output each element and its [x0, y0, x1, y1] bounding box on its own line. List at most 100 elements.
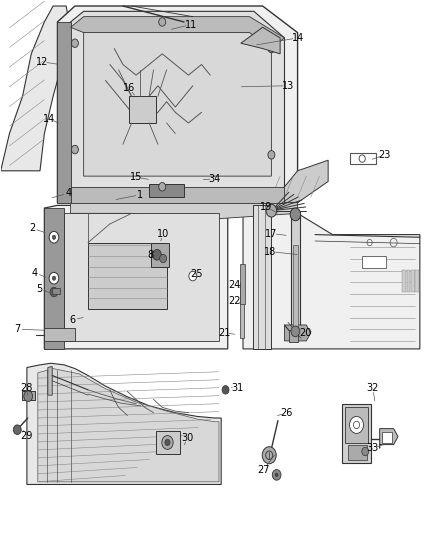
Polygon shape — [44, 205, 228, 349]
Polygon shape — [243, 205, 420, 349]
Circle shape — [152, 249, 161, 260]
Text: 13: 13 — [282, 81, 294, 91]
Circle shape — [159, 182, 166, 191]
Bar — [240, 282, 244, 338]
Text: 18: 18 — [265, 247, 277, 256]
Text: 21: 21 — [218, 328, 230, 338]
Polygon shape — [57, 6, 297, 203]
Circle shape — [24, 391, 32, 401]
Text: 25: 25 — [190, 269, 202, 279]
Bar — [411, 270, 415, 292]
Polygon shape — [241, 27, 280, 54]
Polygon shape — [71, 187, 285, 203]
Bar — [240, 264, 245, 304]
Text: 14: 14 — [291, 33, 304, 43]
Bar — [155, 431, 180, 454]
Polygon shape — [88, 243, 166, 309]
Polygon shape — [263, 160, 328, 203]
Text: 15: 15 — [130, 172, 142, 182]
Polygon shape — [71, 11, 285, 192]
Text: 33: 33 — [367, 443, 379, 453]
Circle shape — [49, 272, 59, 284]
Text: 24: 24 — [228, 280, 240, 290]
Text: 6: 6 — [70, 314, 76, 325]
Circle shape — [71, 39, 78, 47]
Circle shape — [275, 473, 279, 477]
Polygon shape — [44, 208, 64, 349]
Circle shape — [350, 416, 364, 433]
Text: 32: 32 — [367, 383, 379, 393]
Polygon shape — [57, 22, 71, 203]
Text: 19: 19 — [260, 202, 272, 212]
Polygon shape — [84, 22, 272, 176]
Circle shape — [159, 18, 166, 26]
Polygon shape — [293, 245, 297, 330]
Polygon shape — [342, 403, 371, 463]
Bar — [130, 96, 155, 123]
Bar — [382, 432, 392, 443]
Circle shape — [162, 435, 173, 449]
Circle shape — [52, 235, 56, 239]
Circle shape — [165, 439, 170, 446]
Text: 8: 8 — [147, 250, 153, 260]
Circle shape — [50, 287, 58, 297]
Bar — [416, 270, 419, 292]
Bar — [289, 330, 298, 342]
Polygon shape — [151, 243, 169, 266]
Polygon shape — [380, 429, 398, 448]
Circle shape — [222, 385, 229, 394]
Circle shape — [290, 208, 300, 221]
Circle shape — [268, 44, 275, 53]
Circle shape — [13, 425, 21, 434]
Polygon shape — [71, 203, 297, 219]
Circle shape — [266, 204, 277, 217]
Polygon shape — [48, 367, 52, 395]
Text: 23: 23 — [379, 150, 391, 160]
Circle shape — [49, 231, 59, 243]
Text: 5: 5 — [36, 284, 42, 294]
Text: 7: 7 — [14, 324, 21, 334]
Text: 29: 29 — [20, 431, 32, 441]
Polygon shape — [71, 17, 285, 49]
Polygon shape — [285, 325, 311, 341]
Text: 11: 11 — [184, 20, 197, 30]
Polygon shape — [21, 391, 35, 400]
Bar — [362, 256, 386, 268]
Circle shape — [268, 151, 275, 159]
Circle shape — [189, 271, 197, 281]
Circle shape — [52, 276, 56, 280]
Text: 26: 26 — [280, 408, 293, 418]
Text: 28: 28 — [21, 383, 33, 393]
Polygon shape — [149, 184, 184, 197]
Polygon shape — [38, 368, 219, 482]
Text: 17: 17 — [265, 229, 278, 239]
Text: 4: 4 — [65, 188, 71, 198]
Polygon shape — [44, 328, 75, 341]
Polygon shape — [291, 216, 300, 330]
Polygon shape — [27, 364, 221, 484]
Bar — [407, 270, 410, 292]
Text: 30: 30 — [181, 433, 194, 443]
Circle shape — [362, 447, 369, 456]
Circle shape — [71, 146, 78, 154]
Circle shape — [272, 470, 281, 480]
Text: 14: 14 — [42, 114, 55, 124]
Circle shape — [262, 447, 276, 464]
Text: 16: 16 — [124, 83, 136, 93]
Text: 20: 20 — [299, 328, 311, 338]
Polygon shape — [1, 6, 71, 171]
Circle shape — [291, 326, 300, 337]
Text: 2: 2 — [29, 223, 35, 233]
Text: 34: 34 — [208, 174, 221, 184]
Polygon shape — [253, 205, 271, 349]
Polygon shape — [348, 445, 367, 460]
Polygon shape — [64, 213, 219, 341]
Text: 27: 27 — [257, 465, 270, 474]
Text: 10: 10 — [157, 229, 169, 239]
Text: 31: 31 — [231, 383, 244, 393]
Text: 22: 22 — [228, 296, 240, 306]
Circle shape — [159, 254, 166, 263]
Bar — [350, 154, 376, 164]
Bar — [52, 288, 60, 294]
Polygon shape — [345, 407, 368, 443]
